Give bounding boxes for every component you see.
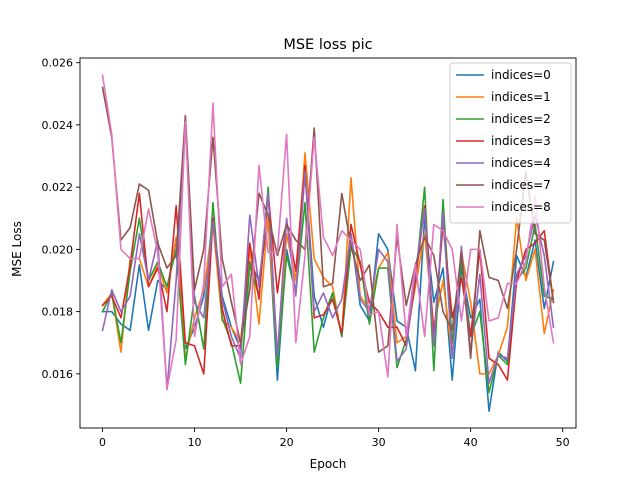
y-axis-label: MSE Loss — [10, 221, 24, 277]
x-tick-label-1: 10 — [188, 436, 202, 449]
legend-label-1: indices=1 — [491, 90, 551, 104]
legend-box — [449, 62, 572, 224]
legend-label-4: indices=4 — [491, 156, 551, 170]
y-tick-label-1: 0.018 — [42, 306, 74, 319]
series-layer — [101, 74, 555, 413]
legend-label-6: indices=8 — [491, 200, 551, 214]
axes-layer: 0 10 20 30 40 50 0.016 0.018 0.020 0.022 0.024 0.02… — [42, 57, 577, 449]
y-tick-label-5: 0.026 — [42, 57, 74, 70]
series-line-5 — [101, 86, 555, 360]
series-line-6 — [101, 74, 555, 391]
chart-title: MSE loss pic — [283, 37, 372, 53]
y-tick-label-2: 0.020 — [42, 243, 74, 256]
series-line-4 — [101, 117, 555, 391]
x-tick-label-3: 30 — [372, 436, 386, 449]
x-tick-label-4: 40 — [464, 436, 478, 449]
y-tick-label-4: 0.024 — [42, 119, 74, 132]
x-axis-label: Epoch — [310, 457, 347, 471]
legend-label-0: indices=0 — [491, 68, 551, 82]
legend-label-3: indices=3 — [491, 134, 551, 148]
legend-label-2: indices=2 — [491, 112, 551, 126]
x-tick-label-2: 20 — [280, 436, 294, 449]
plot-frame — [79, 57, 577, 429]
x-tick-label-0: 0 — [99, 436, 106, 449]
legend: indices=0 indices=1 indices=2 indices=3 indi… — [449, 62, 572, 224]
y-tick-label-3: 0.022 — [42, 181, 74, 194]
x-tick-label-5: 50 — [556, 436, 570, 449]
legend-label-5: indices=7 — [491, 178, 551, 192]
y-tick-label-0: 0.016 — [42, 368, 74, 381]
